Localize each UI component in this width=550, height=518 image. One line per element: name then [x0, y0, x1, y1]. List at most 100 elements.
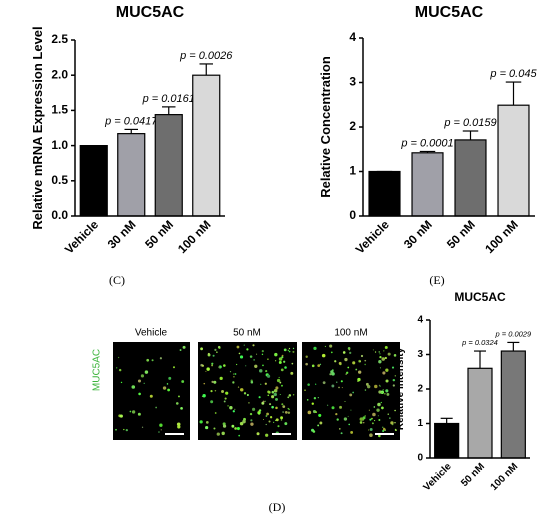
signal-dot — [167, 388, 171, 392]
y-tick-label: 2 — [349, 119, 356, 133]
signal-dot — [348, 348, 351, 351]
x-tick-label: 50 nM — [444, 217, 478, 251]
signal-dot — [118, 356, 120, 359]
signal-dot — [292, 350, 295, 353]
signal-dot — [158, 431, 160, 433]
y-tick-label: 4 — [349, 30, 356, 44]
signal-dot — [210, 400, 214, 404]
signal-dot — [366, 384, 371, 389]
error-bar — [440, 417, 453, 424]
y-tick-label: 1.5 — [51, 103, 68, 117]
signal-dot — [225, 391, 229, 395]
signal-dot — [378, 384, 380, 386]
signal-dot — [394, 421, 396, 424]
signal-dot — [166, 383, 169, 385]
signal-dot — [369, 418, 372, 421]
signal-dot — [229, 371, 232, 373]
signal-dot — [339, 405, 342, 409]
signal-dot — [317, 397, 319, 399]
signal-dot — [331, 384, 335, 388]
p-value: p = 0.0324 — [461, 338, 498, 347]
signal-dot — [211, 364, 214, 367]
signal-dot — [279, 393, 281, 395]
signal-dot — [143, 382, 145, 384]
signal-dot — [265, 370, 268, 373]
error-bar — [507, 341, 520, 352]
signal-dot — [203, 382, 206, 385]
signal-dot — [371, 422, 374, 425]
signal-dot — [349, 393, 353, 397]
x-tick-label: 50 nM — [142, 217, 176, 251]
signal-dot — [273, 388, 278, 393]
signal-dot — [259, 369, 263, 373]
signal-dot — [362, 416, 366, 420]
signal-dot — [207, 352, 210, 355]
signal-dot — [290, 371, 294, 375]
signal-dot — [369, 428, 373, 431]
signal-dot — [389, 417, 391, 419]
signal-dot — [283, 411, 285, 413]
signal-dot — [227, 405, 229, 407]
signal-dot — [254, 364, 258, 368]
signal-dot — [138, 392, 141, 396]
signal-dot — [275, 406, 278, 410]
signal-dot — [274, 352, 278, 357]
y-tick-label: 0 — [349, 208, 356, 222]
signal-dot — [386, 392, 390, 396]
panel-label: (D) — [269, 500, 286, 514]
signal-dot — [341, 387, 343, 389]
y-axis-label: Relative mRNA Expression Level — [30, 26, 45, 229]
bar — [454, 139, 487, 217]
signal-dot — [221, 431, 225, 436]
signal-dot — [265, 423, 267, 426]
signal-dot — [278, 360, 282, 364]
signal-dot — [177, 425, 181, 429]
signal-dot — [249, 355, 253, 358]
signal-dot — [176, 422, 181, 427]
signal-dot — [378, 360, 382, 364]
signal-dot — [141, 426, 144, 428]
signal-dot — [261, 353, 264, 356]
p-value: p = 0.0161 — [142, 93, 195, 105]
signal-dot — [162, 386, 167, 390]
p-value: p = 0.045 — [489, 68, 537, 80]
signal-dot — [378, 351, 381, 353]
signal-dot — [221, 390, 224, 393]
signal-dot — [232, 381, 235, 384]
signal-dot — [262, 364, 264, 367]
x-tick-label: Vehicle — [353, 217, 392, 256]
signal-dot — [311, 402, 314, 405]
signal-dot — [322, 381, 326, 385]
signal-dot — [223, 400, 226, 403]
signal-dot — [159, 423, 163, 427]
x-tick-label: 100 nM — [482, 217, 521, 256]
signal-dot — [352, 361, 356, 365]
signal-dot — [390, 421, 394, 425]
signal-dot — [236, 345, 240, 349]
image-label: Vehicle — [135, 328, 168, 339]
signal-dot — [347, 415, 349, 417]
p-value: p = 0.0001 — [400, 137, 453, 149]
signal-dot — [216, 351, 218, 354]
signal-dot — [382, 389, 384, 391]
signal-dot — [379, 385, 381, 387]
signal-dot — [231, 424, 235, 428]
y-tick-label: 2.5 — [51, 32, 68, 46]
signal-dot — [252, 344, 255, 347]
signal-dot — [368, 409, 370, 411]
signal-dot — [214, 390, 217, 392]
signal-dot — [178, 395, 180, 398]
signal-dot — [280, 416, 284, 420]
signal-dot — [394, 375, 397, 377]
signal-dot — [205, 370, 207, 372]
signal-dot — [129, 410, 132, 413]
signal-dot — [277, 425, 280, 428]
signal-dot — [313, 346, 317, 350]
signal-dot — [265, 433, 269, 437]
x-tick-label: 100 nM — [175, 217, 214, 256]
signal-dot — [378, 418, 381, 421]
signal-dot — [278, 376, 280, 379]
y-tick-label: 2 — [417, 384, 423, 395]
signal-dot — [381, 391, 383, 394]
p-value: p = 0.0029 — [494, 329, 531, 338]
